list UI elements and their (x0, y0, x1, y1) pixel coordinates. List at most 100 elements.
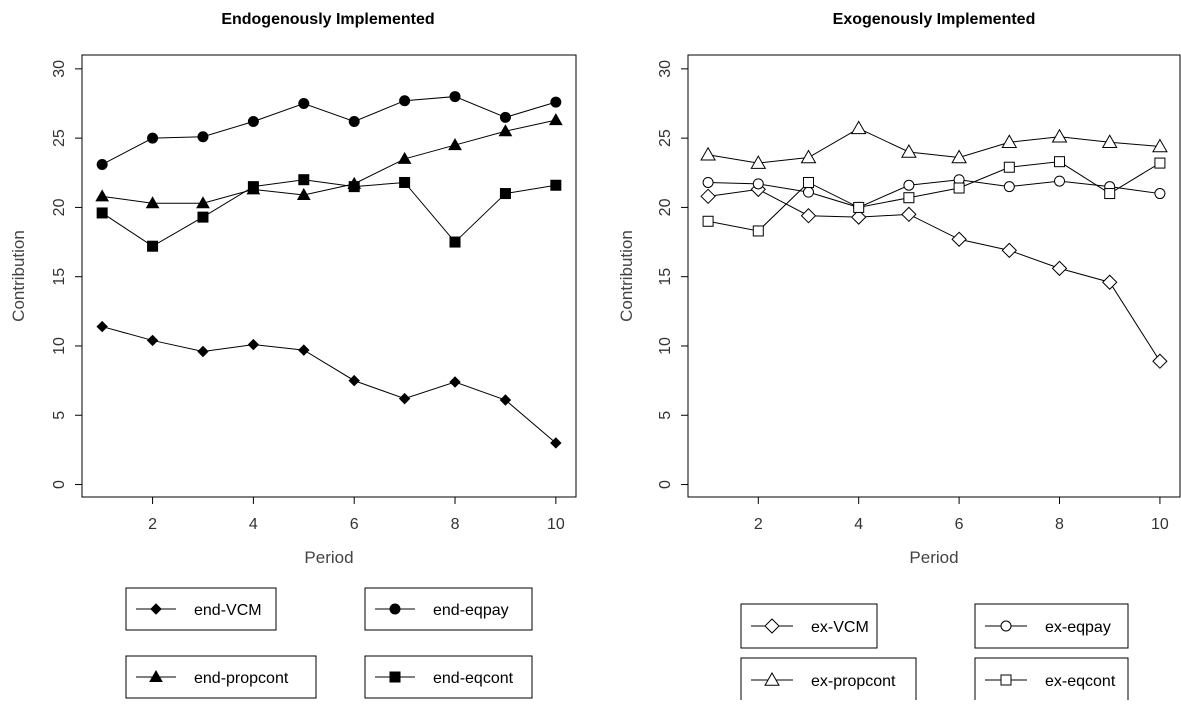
data-point (498, 124, 513, 137)
legend-item-ex-eqcont: ex-eqcont (974, 657, 1129, 703)
data-point (95, 189, 110, 202)
data-point (1001, 242, 1018, 259)
legend-marker (150, 603, 162, 615)
legend-item-end-eqcont: end-eqcont (364, 655, 533, 699)
legend-marker (1000, 620, 1012, 632)
series-ex-eqcont (702, 156, 1166, 237)
y-tick-label: 20 (51, 198, 68, 216)
data-point (298, 174, 310, 186)
data-point (197, 131, 209, 143)
data-point (1051, 260, 1068, 277)
legend-item-end-VCM: end-VCM (125, 587, 277, 631)
series-line (101, 96, 556, 165)
data-point (96, 320, 108, 333)
legend-label: ex-eqpay (1045, 619, 1111, 636)
chart-title: Exogenously Implemented (833, 11, 1036, 28)
series-ex-eqpay (702, 174, 1166, 213)
data-point (1051, 128, 1068, 143)
x-tick-label: 10 (1151, 516, 1169, 533)
legend-item-ex-VCM: ex-VCM (740, 603, 878, 649)
series-end-eqpay (96, 91, 562, 170)
data-point (548, 113, 563, 126)
data-point (399, 176, 411, 188)
data-point (951, 149, 967, 164)
y-tick-label: 0 (51, 480, 68, 489)
data-point (802, 176, 814, 188)
data-point (550, 179, 562, 191)
y-tick-label: 5 (657, 411, 674, 420)
data-point (398, 392, 411, 405)
data-point (750, 155, 767, 169)
data-point (752, 225, 764, 237)
y-tick-label: 15 (657, 268, 674, 286)
data-point (951, 231, 967, 247)
legend-marker (764, 671, 780, 686)
data-point (298, 97, 310, 109)
y-axis-label: Contribution (9, 230, 28, 322)
data-point (348, 374, 360, 387)
series-line (707, 127, 1160, 164)
x-tick-label: 4 (249, 516, 258, 533)
data-point (147, 240, 159, 252)
legend-item-end-propcont: end-propcont (125, 655, 317, 699)
y-tick-label: 25 (657, 129, 674, 147)
x-tick-label: 8 (1055, 516, 1064, 533)
data-point (147, 132, 159, 144)
y-tick-label: 10 (657, 337, 674, 355)
data-point (700, 188, 716, 205)
y-tick-label: 15 (51, 268, 68, 286)
series-line (708, 188, 1161, 362)
data-point (700, 146, 716, 161)
data-point (96, 207, 108, 219)
data-point (802, 186, 814, 198)
panel-endogenous: Endogenously Implemented 2 4 6 8 10 Period 0 5 10… (9, 11, 577, 699)
legend-label: end-VCM (194, 602, 262, 619)
data-point (1154, 188, 1166, 200)
x-tick-label: 2 (754, 516, 763, 533)
data-point (901, 206, 917, 223)
data-point (1152, 353, 1168, 369)
series-ex-propcont (700, 120, 1168, 169)
data-point (448, 138, 462, 151)
series-line (101, 179, 556, 247)
x-tick-label: 2 (148, 516, 157, 533)
x-tick-label: 8 (451, 516, 460, 533)
data-point (953, 182, 965, 194)
data-point (499, 111, 511, 123)
data-point (196, 196, 210, 209)
x-tick-label: 6 (955, 516, 964, 533)
data-point (702, 215, 714, 227)
data-point (550, 437, 562, 449)
data-point (247, 116, 259, 128)
legend-label: end-eqcont (433, 670, 514, 687)
legend-item-ex-eqpay: ex-eqpay (974, 603, 1129, 649)
legend-label: ex-propcont (811, 673, 896, 690)
data-point (449, 376, 461, 388)
data-point (348, 181, 360, 193)
data-point (1102, 274, 1118, 290)
data-point (1001, 134, 1018, 149)
data-point (1003, 161, 1015, 173)
data-point (449, 236, 461, 248)
data-point (903, 179, 915, 191)
data-point (850, 120, 867, 135)
data-point (499, 188, 511, 200)
series-line (708, 179, 1160, 208)
panel-exogenous: Exogenously Implemented 2 4 6 8 10 Period 0 5 10 1… (617, 11, 1181, 703)
data-point (296, 187, 311, 200)
legend-label: ex-VCM (811, 619, 869, 636)
legend-item-ex-propcont: ex-propcont (740, 657, 917, 703)
data-point (298, 344, 310, 356)
plot-frame (81, 54, 577, 498)
x-tick-label: 10 (547, 516, 565, 533)
series-ex-VCM (700, 181, 1168, 369)
data-point (499, 394, 512, 406)
series-end-eqcont (96, 174, 562, 252)
x-axis-label: Period (909, 548, 958, 567)
data-point (197, 345, 209, 358)
data-point (96, 158, 108, 170)
data-point (1104, 188, 1116, 200)
data-point (397, 151, 412, 164)
